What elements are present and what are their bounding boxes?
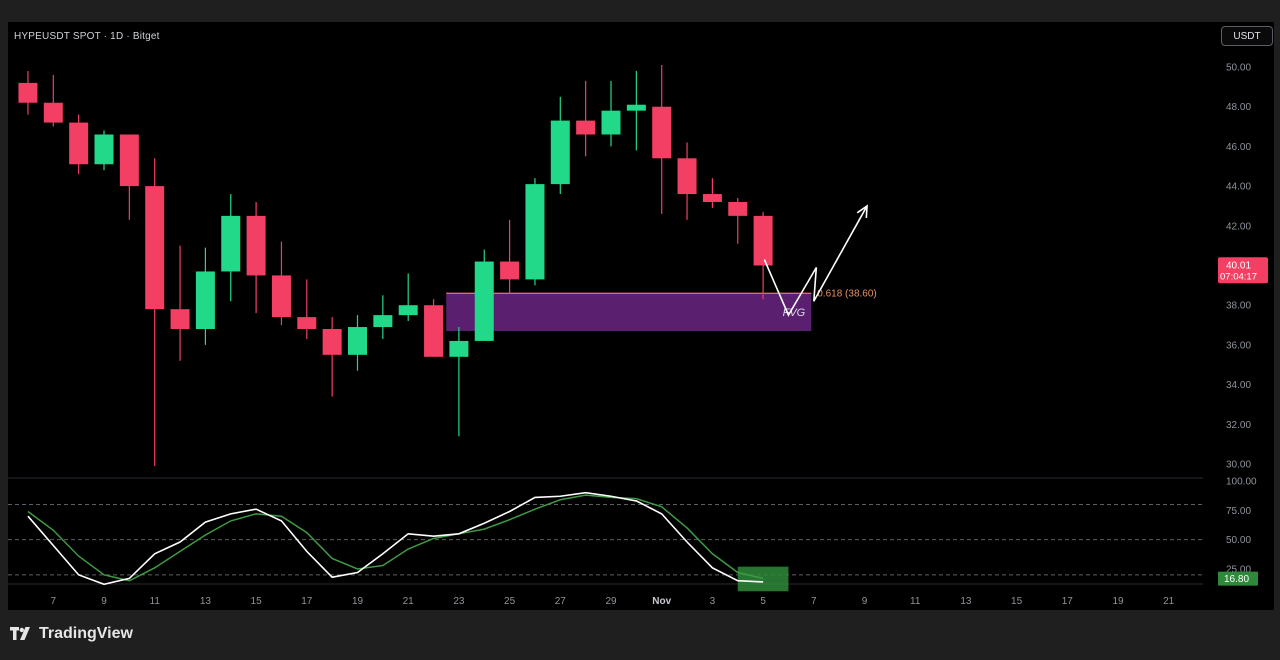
time-tick-label: 19 (1112, 596, 1124, 607)
time-tick-label: 29 (605, 596, 617, 607)
symbol-title: HYPEUSDT SPOT · 1D · Bitget (14, 31, 160, 42)
time-tick-label: 9 (862, 596, 868, 607)
time-tick-label: 25 (504, 596, 516, 607)
last-price-value: 40.01 (1226, 260, 1251, 271)
time-tick-label: 5 (760, 596, 766, 607)
candle-body (550, 120, 570, 185)
candles-layer (18, 65, 773, 466)
tradingview-logo[interactable]: TradingView (10, 625, 133, 643)
candle-body (601, 110, 621, 135)
candle-body (626, 104, 646, 111)
time-tick-label: 27 (555, 596, 567, 607)
last-price-countdown: 07:04:17 (1220, 271, 1257, 282)
time-tick-label: 15 (1011, 596, 1023, 607)
chart-area: FVG 0.618 (38.60) 50.00 48.00 46.00 44.00 42.… (8, 22, 1274, 610)
fib-0618-label: 0.618 (38.60) (817, 288, 877, 299)
candle-body (348, 327, 367, 355)
candle-body (271, 275, 291, 318)
time-tick-label: 19 (352, 596, 364, 607)
price-tick-label: 48.00 (1226, 102, 1251, 113)
candle-body (424, 305, 444, 357)
candle-body (18, 82, 38, 103)
time-tick-label: 17 (301, 596, 313, 607)
candle-body (195, 271, 215, 330)
time-tick-label: 21 (1163, 596, 1175, 607)
candle-body (702, 194, 722, 202)
time-tick-label: 11 (150, 596, 161, 607)
candle-body (474, 261, 494, 341)
candle-body (119, 134, 139, 187)
candle-body (170, 309, 190, 330)
time-tick-label: Nov (652, 596, 671, 607)
projection-layer (763, 204, 868, 317)
candle-body (728, 201, 748, 216)
axes-layer: 50.0048.0046.0044.0042.0040.0038.0036.00… (51, 63, 1268, 607)
projection-arrowhead (856, 204, 868, 218)
candle-body (297, 317, 317, 330)
oscillator-tick-label: 100.00 (1226, 477, 1257, 488)
price-tick-label: 34.00 (1226, 380, 1251, 391)
candle-body (322, 329, 342, 355)
price-tick-label: 46.00 (1226, 142, 1251, 153)
stoch-d-line (27, 494, 764, 582)
currency-button[interactable]: USDT (1221, 26, 1273, 46)
price-tick-label: 38.00 (1226, 301, 1251, 312)
time-tick-label: 11 (910, 596, 921, 607)
time-tick-label: 7 (811, 596, 817, 607)
candle-body (449, 340, 469, 357)
time-tick-label: 13 (200, 596, 212, 607)
projection-path (763, 205, 868, 317)
oscillator-tick-label: 25.00 (1226, 565, 1251, 576)
time-tick-label: 3 (710, 596, 716, 607)
candle-body (43, 102, 63, 123)
oscillator-value-badge (1218, 571, 1258, 586)
oscillator-tick-label: 50.00 (1226, 535, 1251, 546)
time-tick-label: 21 (403, 596, 415, 607)
candle-body (398, 305, 418, 316)
oscillator-zone-box (737, 566, 789, 592)
price-tick-label: 44.00 (1226, 182, 1251, 193)
time-tick-label: 9 (101, 596, 107, 607)
candle-body (69, 122, 89, 165)
candle-body (525, 184, 545, 280)
time-tick-label: 15 (251, 596, 263, 607)
last-price-badge (1218, 257, 1268, 284)
price-tick-label: 32.00 (1226, 420, 1251, 431)
candle-body (576, 120, 596, 135)
price-tick-label: 36.00 (1226, 340, 1251, 351)
oscillator-value: 16.80 (1224, 574, 1249, 585)
brand-name: TradingView (39, 625, 133, 642)
candle-body (753, 215, 773, 266)
stoch-k-line (27, 491, 764, 586)
oscillator-tick-label: 75.00 (1226, 506, 1251, 517)
candle-body (652, 106, 672, 159)
candle-body (677, 158, 697, 195)
fvg-zone (446, 293, 812, 332)
grid-layer (8, 477, 1203, 585)
candle-body (373, 315, 393, 328)
time-tick-label: 13 (960, 596, 972, 607)
candle-body (145, 186, 165, 310)
tradingview-logo-icon (10, 627, 30, 640)
time-tick-label: 23 (453, 596, 465, 607)
price-tick-label: 50.00 (1226, 63, 1251, 74)
time-tick-label: 7 (51, 596, 57, 607)
time-tick-label: 17 (1062, 596, 1074, 607)
price-tick-label: 30.00 (1226, 460, 1251, 471)
candle-body (221, 215, 241, 272)
candle-body (246, 215, 266, 276)
candle-body (94, 134, 114, 165)
price-tick-label: 42.00 (1226, 221, 1251, 232)
oscillator-layer (8, 491, 1203, 592)
candle-body (500, 261, 520, 280)
